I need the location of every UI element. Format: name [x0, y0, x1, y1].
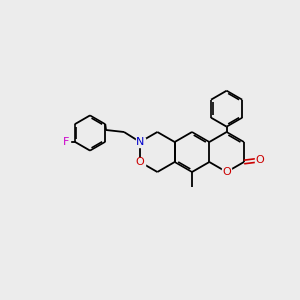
Bar	[222, 167, 231, 176]
Bar	[136, 137, 145, 146]
Text: O: O	[136, 157, 144, 167]
Bar	[62, 138, 70, 146]
Text: N: N	[136, 137, 144, 147]
Text: O: O	[256, 155, 264, 165]
Text: F: F	[63, 137, 69, 147]
Bar	[256, 155, 265, 164]
Text: O: O	[222, 167, 231, 177]
Bar	[136, 158, 145, 166]
